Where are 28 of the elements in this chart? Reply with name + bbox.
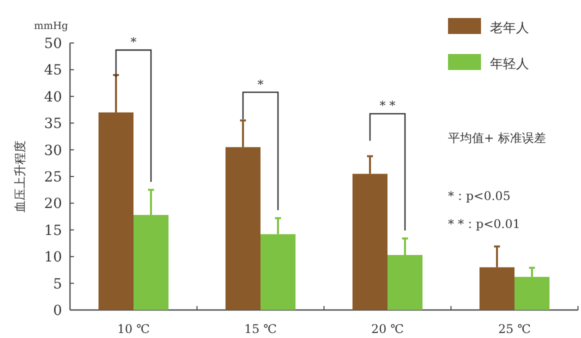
y-tick-label: 0 xyxy=(53,303,62,319)
legend-label: 老年人 xyxy=(490,21,529,36)
text: mmHg xyxy=(34,21,69,32)
y-tick-label: 35 xyxy=(44,116,62,132)
x-tick-label: 25 ℃ xyxy=(498,322,531,336)
y-tick-label: 40 xyxy=(44,89,62,106)
annotation: * xyxy=(130,35,136,50)
y-tick-label: 30 xyxy=(44,142,62,159)
y-tick-label: 15 xyxy=(44,222,62,239)
y-tick-label: 5 xyxy=(53,276,62,292)
annotation: * xyxy=(258,77,264,92)
y-tick-label: 50 xyxy=(44,36,62,52)
x-tick-label: 15 ℃ xyxy=(244,322,277,336)
annotation: 平均值+ 标准误差 xyxy=(448,131,546,145)
y-tick-label: 45 xyxy=(44,62,62,79)
y-tick-label: 25 xyxy=(44,170,62,186)
significance-bracket: * * xyxy=(369,98,406,232)
annotation: * *：p<0.01 xyxy=(448,217,520,231)
significance-bracket: * xyxy=(242,77,279,211)
y-axis-title: 血压上升程度 xyxy=(13,140,27,212)
x-tick-label: 10 ℃ xyxy=(117,322,150,336)
y-tick-label: 20 xyxy=(44,196,62,212)
legend-label: 年轻人 xyxy=(490,57,529,72)
significance-bracket: * xyxy=(115,35,152,182)
annotation: * * xyxy=(380,98,396,113)
y-tick-label: 10 xyxy=(44,250,62,266)
x-tick-label: 20 ℃ xyxy=(371,322,404,336)
annotation: *：p<0.05 xyxy=(448,189,510,203)
